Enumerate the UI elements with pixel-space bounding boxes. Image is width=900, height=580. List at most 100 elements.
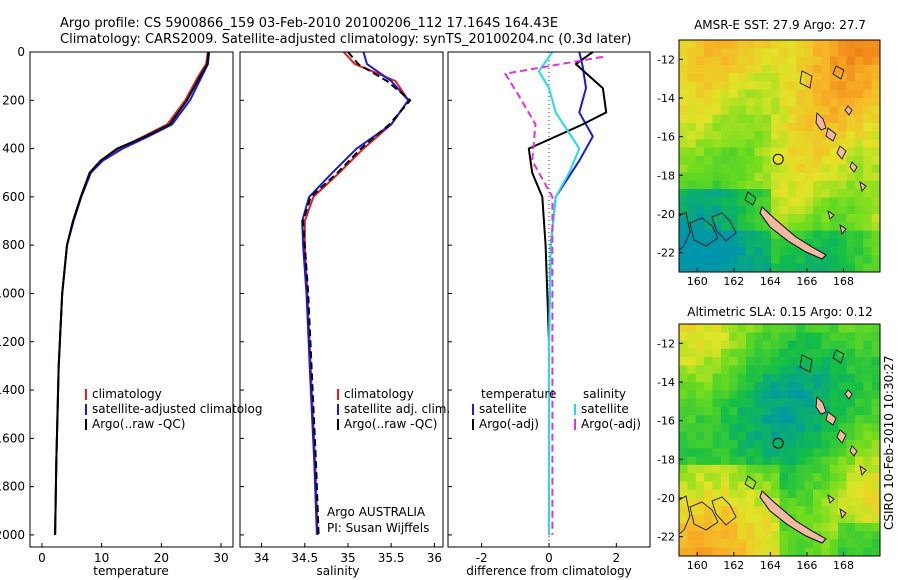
heatmap-cell <box>838 156 848 165</box>
heatmap-cell <box>871 172 881 182</box>
heatmap-cell <box>771 247 781 256</box>
heatmap-cell <box>771 230 781 240</box>
heatmap-cell <box>838 180 848 190</box>
heatmap-cell <box>796 340 806 350</box>
heatmap-cell <box>679 382 688 391</box>
temperature-ytick-label: 1600 <box>0 431 25 445</box>
heatmap-cell <box>679 205 688 215</box>
heatmap-cell <box>838 197 848 207</box>
heatmap-cell <box>804 48 814 58</box>
heatmap-cell <box>779 180 789 190</box>
heatmap-cell <box>762 382 772 391</box>
heatmap-cell <box>821 440 831 449</box>
heatmap-cell <box>796 189 806 198</box>
heatmap-cell <box>846 514 856 524</box>
heatmap-cell <box>871 89 881 99</box>
heatmap-cell <box>829 106 839 116</box>
heatmap-cell <box>779 390 789 400</box>
heatmap-cell <box>787 64 797 74</box>
heatmap-cell <box>779 214 789 223</box>
heatmap-cell <box>771 440 781 449</box>
heatmap-cell <box>854 263 864 273</box>
heatmap-cell <box>704 131 714 140</box>
heatmap-cell <box>712 164 722 174</box>
heatmap-cell <box>854 139 864 149</box>
heatmap-cell <box>712 506 722 516</box>
heatmap-cell <box>762 131 772 140</box>
heatmap-cell <box>813 122 822 132</box>
heatmap-cell <box>838 172 848 182</box>
heatmap-cell <box>754 122 764 132</box>
heatmap-cell <box>712 238 722 248</box>
heatmap-cell <box>813 48 822 58</box>
heatmap-cell <box>704 498 714 507</box>
salinity-series-argo <box>302 51 412 535</box>
heatmap-cell <box>829 189 839 198</box>
heatmap-cell <box>846 431 856 441</box>
heatmap-cell <box>838 114 848 124</box>
temperature-plot-frame <box>29 51 234 548</box>
heatmap-cell <box>779 357 789 366</box>
heatmap-cell <box>813 390 822 400</box>
heatmap-cell <box>762 189 772 198</box>
salinity-legend-label: climatology <box>344 387 414 401</box>
heatmap-cell <box>737 64 747 74</box>
heatmap-cell <box>787 131 797 140</box>
heatmap-cell <box>704 514 714 524</box>
heatmap-cell <box>829 473 839 482</box>
heatmap-cell <box>854 357 864 366</box>
heatmap-cell <box>762 522 772 532</box>
heatmap-cell <box>679 98 688 107</box>
heatmap-cell <box>720 373 730 383</box>
heatmap-cell <box>813 98 822 107</box>
heatmap-cell <box>762 255 772 265</box>
heatmap-cell <box>813 156 822 165</box>
heatmap-cell <box>679 506 688 516</box>
heatmap-cell <box>804 197 814 207</box>
heatmap-cell <box>704 406 714 416</box>
heatmap-cell <box>695 382 705 391</box>
sst-vanuatu-island-3 <box>836 145 847 160</box>
heatmap-cell <box>729 415 739 424</box>
heatmap-cell <box>720 357 730 366</box>
heatmap-cell <box>804 348 814 358</box>
heatmap-cell <box>846 89 856 99</box>
heatmap-cell <box>863 156 873 165</box>
heatmap-cell <box>754 156 764 165</box>
heatmap-cell <box>846 398 856 408</box>
heatmap-cell <box>863 506 873 516</box>
heatmap-cell <box>687 172 697 182</box>
heatmap-cell <box>687 238 697 248</box>
heatmap-cell <box>720 172 730 182</box>
heatmap-cell <box>871 156 881 165</box>
heatmap-cell <box>796 205 806 215</box>
map-xtick-label: 162 <box>723 559 744 572</box>
temperature-xtick-label: 20 <box>154 551 169 565</box>
heatmap-cell <box>712 481 722 491</box>
heatmap-cell <box>762 547 772 557</box>
heatmap-cell <box>729 473 739 482</box>
heatmap-cell <box>854 89 864 99</box>
temperature-ytick-label: 800 <box>2 238 25 252</box>
heatmap-cell <box>771 114 781 124</box>
heatmap-cell <box>846 122 856 132</box>
heatmap-cell <box>737 415 747 424</box>
heatmap-cell <box>871 547 881 557</box>
heatmap-cell <box>712 255 722 265</box>
temperature-ytick-label: 2000 <box>0 528 25 542</box>
sst-coastlines <box>678 65 867 260</box>
heatmap-cell <box>737 390 747 400</box>
heatmap-cell <box>796 230 806 240</box>
heatmap-cell <box>762 340 772 350</box>
heatmap-cell <box>729 180 739 190</box>
heatmap-cell <box>762 514 772 524</box>
heatmap-cell <box>838 440 848 449</box>
heatmap-cell <box>796 164 806 174</box>
heatmap-cell <box>687 531 697 540</box>
heatmap-cell <box>821 205 831 215</box>
heatmap-cell <box>779 172 789 182</box>
difference-xlabel: difference from climatology <box>466 564 632 578</box>
heatmap-cell <box>779 255 789 265</box>
heatmap-cell <box>754 348 764 358</box>
heatmap-cell <box>737 373 747 383</box>
